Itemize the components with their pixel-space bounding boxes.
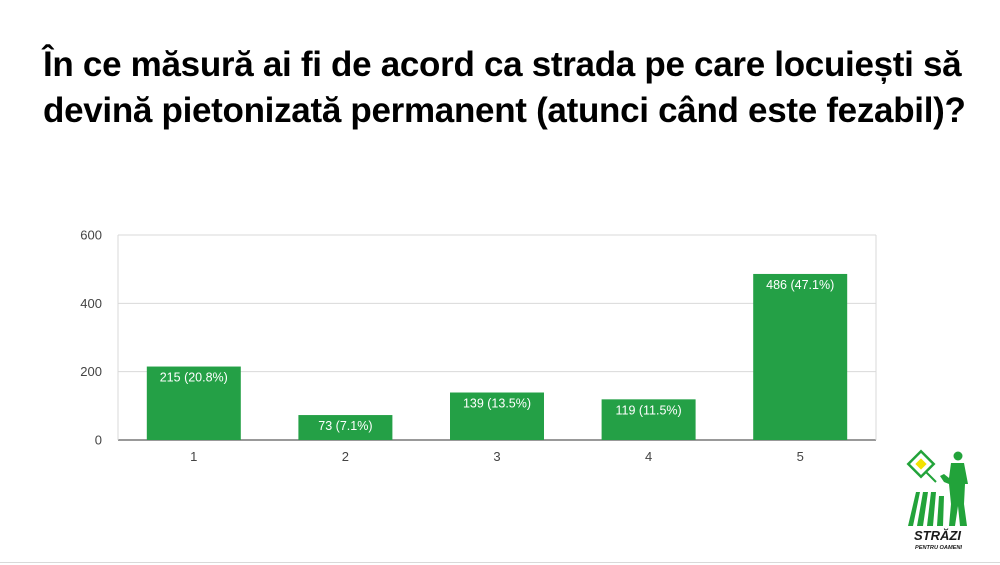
chart-title: În ce măsură ai fi de acord ca strada pe… — [43, 45, 966, 130]
y-tick-label: 600 — [80, 228, 102, 243]
data-labels: 215 (20.8%) 73 (7.1%) 139 (13.5%) 119 (11.5… — [160, 278, 835, 433]
x-tick-label: 4 — [645, 449, 652, 464]
bar — [146, 366, 241, 440]
bar-data-label: 215 (20.8%) — [160, 371, 228, 385]
x-tick-label: 1 — [190, 449, 197, 464]
bar — [450, 392, 544, 440]
x-axis: 1 2 3 4 5 — [190, 449, 804, 464]
y-tick-label: 400 — [80, 296, 102, 311]
y-tick-label: 200 — [80, 364, 102, 379]
bar-data-label: 119 (11.5%) — [615, 403, 681, 417]
bottom-divider — [0, 562, 1000, 563]
bar-data-label: 486 (47.1%) — [766, 278, 834, 292]
strazi-pentru-oameni-logo: STRĂZI PENTRU OAMENI — [906, 449, 968, 551]
bar — [601, 399, 696, 440]
y-tick-label: 0 — [95, 433, 102, 448]
bar — [298, 415, 393, 440]
road-sign-icon — [906, 449, 937, 483]
bar-data-label: 139 (13.5%) — [463, 397, 531, 411]
bars — [146, 273, 848, 440]
y-axis: 0 200 400 600 — [80, 228, 102, 448]
x-tick-label: 3 — [493, 449, 500, 464]
street-stripes-icon — [908, 492, 944, 526]
logo-sub-text: PENTRU OAMENI — [915, 545, 962, 551]
logo-main-text: STRĂZI — [914, 528, 961, 543]
pedestrian-icon — [940, 451, 968, 526]
x-tick-label: 5 — [797, 449, 804, 464]
bar-data-label: 73 (7.1%) — [318, 419, 372, 433]
bar — [753, 273, 848, 440]
x-tick-label: 2 — [342, 449, 349, 464]
